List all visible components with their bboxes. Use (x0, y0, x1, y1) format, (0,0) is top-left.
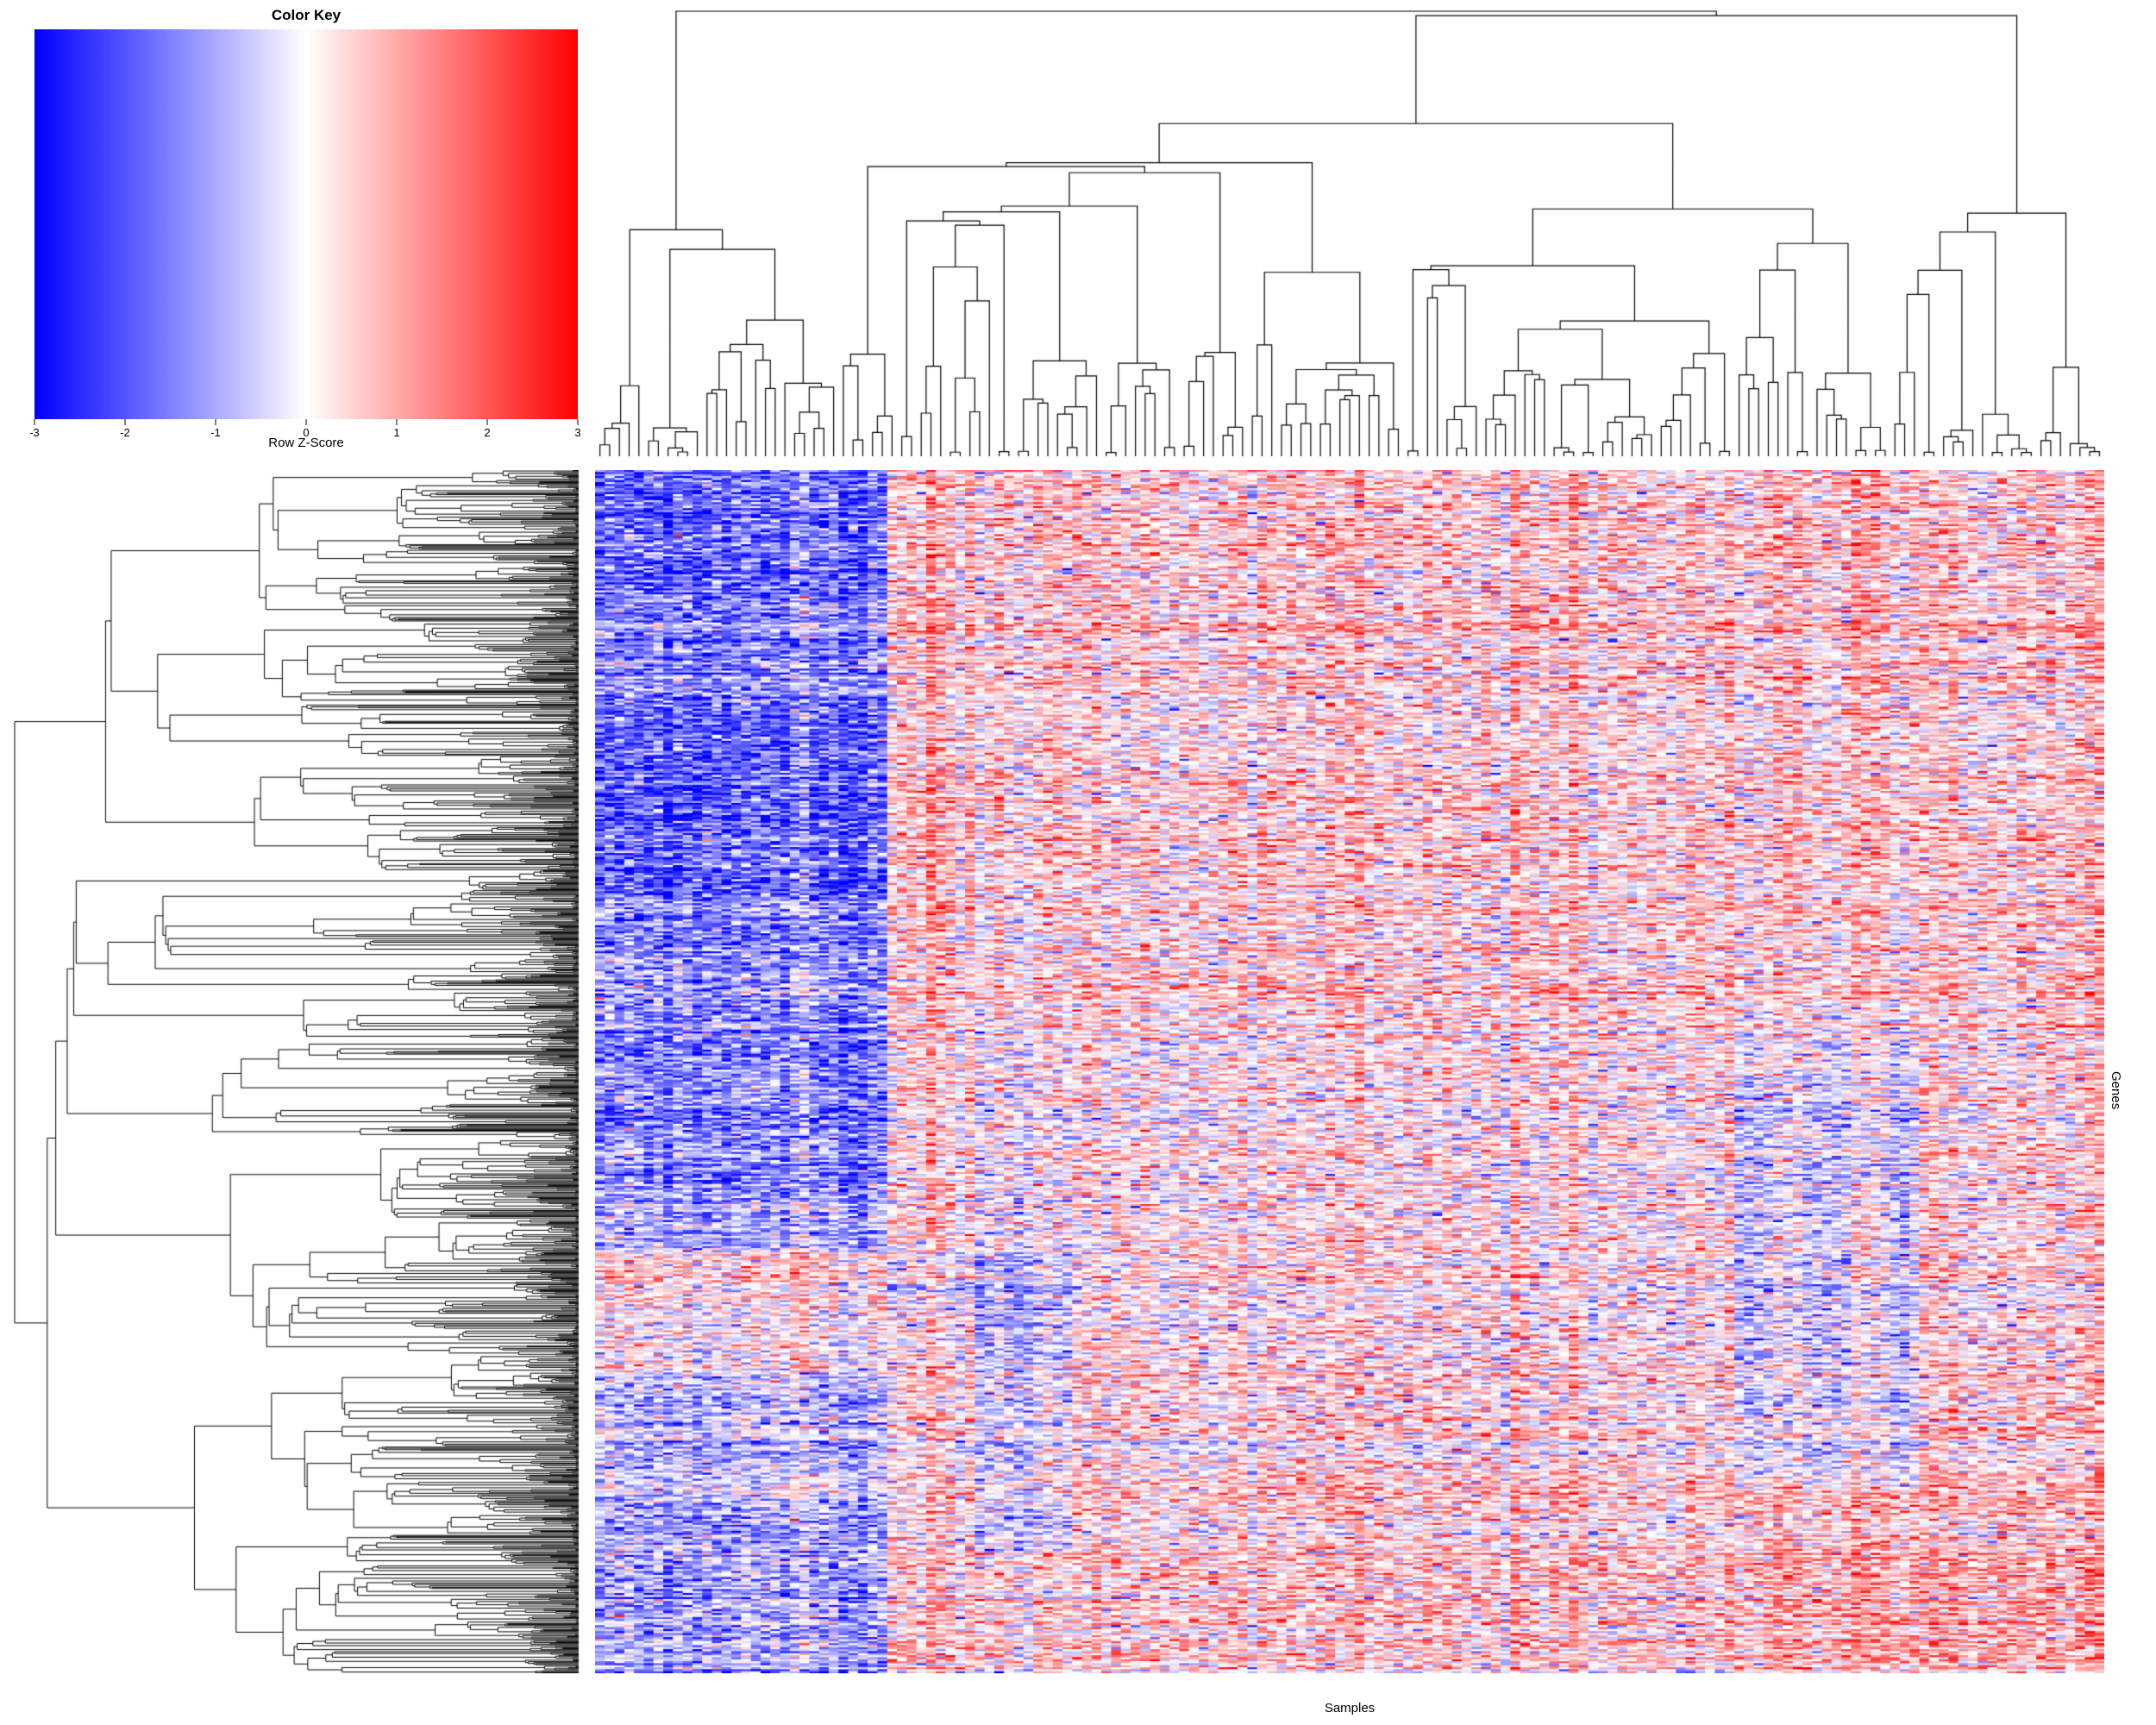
color-key-tick-label: -1 (210, 426, 221, 439)
color-key-title: Color Key (271, 7, 342, 23)
color-key-tick (486, 419, 488, 425)
color-key-tick (577, 419, 579, 425)
column-dendrogram (595, 10, 2104, 457)
color-key-tick (34, 419, 35, 425)
y-axis-label: Genes (2109, 1071, 2123, 1110)
color-key-tick-label: 3 (574, 426, 581, 439)
x-axis-label: Samples (1324, 1701, 1376, 1716)
color-key-tick (305, 419, 307, 425)
color-key-gradient (34, 29, 578, 419)
color-key-tick (396, 419, 398, 425)
color-key-tick-label: 1 (393, 426, 400, 439)
color-key-ticks: -3 -2 -1 0 1 2 3 (29, 419, 581, 448)
color-key-axis-label: Row Z-Score (268, 436, 344, 450)
color-key-tick-label: -3 (29, 426, 40, 439)
heatmap-canvas (595, 470, 2104, 1673)
color-key-tick (124, 419, 126, 425)
color-key-tick-label: 0 (303, 426, 310, 439)
color-key-tick-label: -2 (120, 426, 130, 439)
color-key: Color Key -3 -2 -1 0 1 2 3 Row Z-Score (29, 7, 581, 451)
row-dendrogram (14, 470, 580, 1673)
color-key-tick-label: 2 (484, 426, 491, 439)
